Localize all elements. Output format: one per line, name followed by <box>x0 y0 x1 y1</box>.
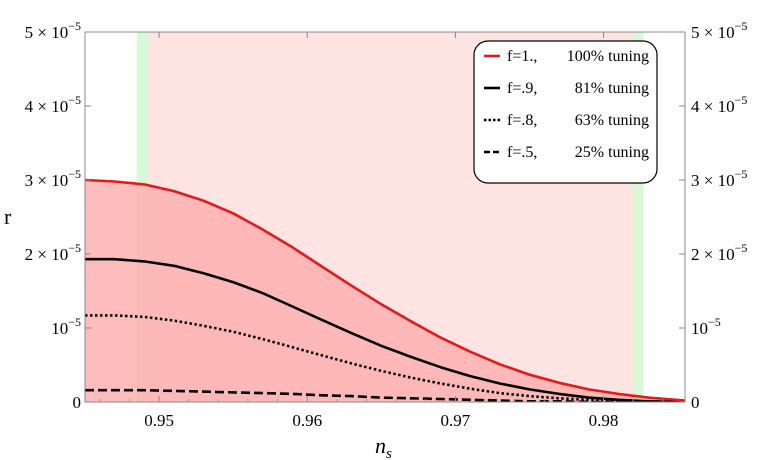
y-tick-label-right-3: 3 × 10−5 <box>691 167 747 190</box>
y-tick-mantissa: 4 × 10 <box>25 97 69 116</box>
y-tick-mantissa: 4 × 10 <box>691 97 735 116</box>
axis-tick-labels: 0.95 0.96 0.97 0.980 010−5 10−52 × 10−5 2 × 10… <box>25 19 748 430</box>
y-tick-mantissa: 2 × 10 <box>691 245 735 264</box>
y-tick-exponent: −5 <box>735 167 748 181</box>
legend: f=1., 100% tuning f=.9, 81% tuning f=.8, 63% … <box>473 40 658 184</box>
legend-label-tuning-3: 25% tuning <box>575 144 649 161</box>
y-tick-exponent: −5 <box>68 19 81 33</box>
y-tick-mantissa: 3 × 10 <box>691 171 735 190</box>
x-axis-label-main: n <box>375 433 386 458</box>
y-tick-exponent: −5 <box>68 93 81 107</box>
area-under-top-curve <box>85 180 685 402</box>
legend-label-f-0: f=1., <box>507 48 537 65</box>
y-tick-label-left-0: 0 <box>73 393 82 412</box>
legend-label-f-1: f=.9, <box>507 80 537 97</box>
fill-under-curve <box>85 180 685 402</box>
y-tick-exponent: −5 <box>68 241 81 255</box>
y-tick-mantissa: 3 × 10 <box>25 171 69 190</box>
y-tick-mantissa: 10 <box>691 319 708 338</box>
legend-label-tuning-1: 81% tuning <box>575 80 649 97</box>
legend-label-f-3: f=.5, <box>507 144 537 161</box>
x-tick-label-0: 0.95 <box>144 411 174 430</box>
y-tick-mantissa: 10 <box>51 319 68 338</box>
series-line-0 <box>85 178 685 402</box>
x-tick-label-1: 0.96 <box>292 411 322 430</box>
x-axis-label-sub: s <box>386 446 392 460</box>
y-tick-exponent: −5 <box>735 19 748 33</box>
y-tick-exponent: −5 <box>735 93 748 107</box>
x-axis-label: ns <box>375 433 392 460</box>
plot-frame <box>84 31 686 403</box>
y-tick-mantissa: 5 × 10 <box>25 23 69 42</box>
band-2 <box>633 32 644 402</box>
y-tick-label-left-1: 10−5 <box>51 315 81 338</box>
legend-label-tuning-2: 63% tuning <box>575 112 649 129</box>
series-line-1 <box>85 257 685 402</box>
y-tick-exponent: −5 <box>735 241 748 255</box>
y-axis-label: r <box>4 204 12 229</box>
legend-label-tuning-0: 100% tuning <box>567 48 649 65</box>
y-tick-label-left-3: 3 × 10−5 <box>25 167 81 190</box>
y-tick-mantissa: 2 × 10 <box>25 245 69 264</box>
x-tick-label-3: 0.98 <box>589 411 619 430</box>
legend-box <box>473 40 658 184</box>
y-tick-label-left-4: 4 × 10−5 <box>25 93 81 116</box>
y-tick-label-right-1: 10−5 <box>691 315 721 338</box>
y-tick-exponent: −5 <box>708 315 721 329</box>
y-tick-exponent: −5 <box>68 315 81 329</box>
y-tick-label-right-5: 5 × 10−5 <box>691 19 747 42</box>
x-tick-label-2: 0.97 <box>440 411 470 430</box>
axis-ticks <box>85 31 685 403</box>
y-tick-label-left-5: 5 × 10−5 <box>25 19 81 42</box>
y-tick-label-right-0: 0 <box>691 393 700 412</box>
y-tick-label-right-4: 4 × 10−5 <box>691 93 747 116</box>
y-tick-label-left-2: 2 × 10−5 <box>25 241 81 264</box>
y-tick-label-right-2: 2 × 10−5 <box>691 241 747 264</box>
y-tick-mantissa: 5 × 10 <box>691 23 735 42</box>
legend-label-f-2: f=.8, <box>507 112 537 129</box>
y-tick-exponent: −5 <box>68 167 81 181</box>
